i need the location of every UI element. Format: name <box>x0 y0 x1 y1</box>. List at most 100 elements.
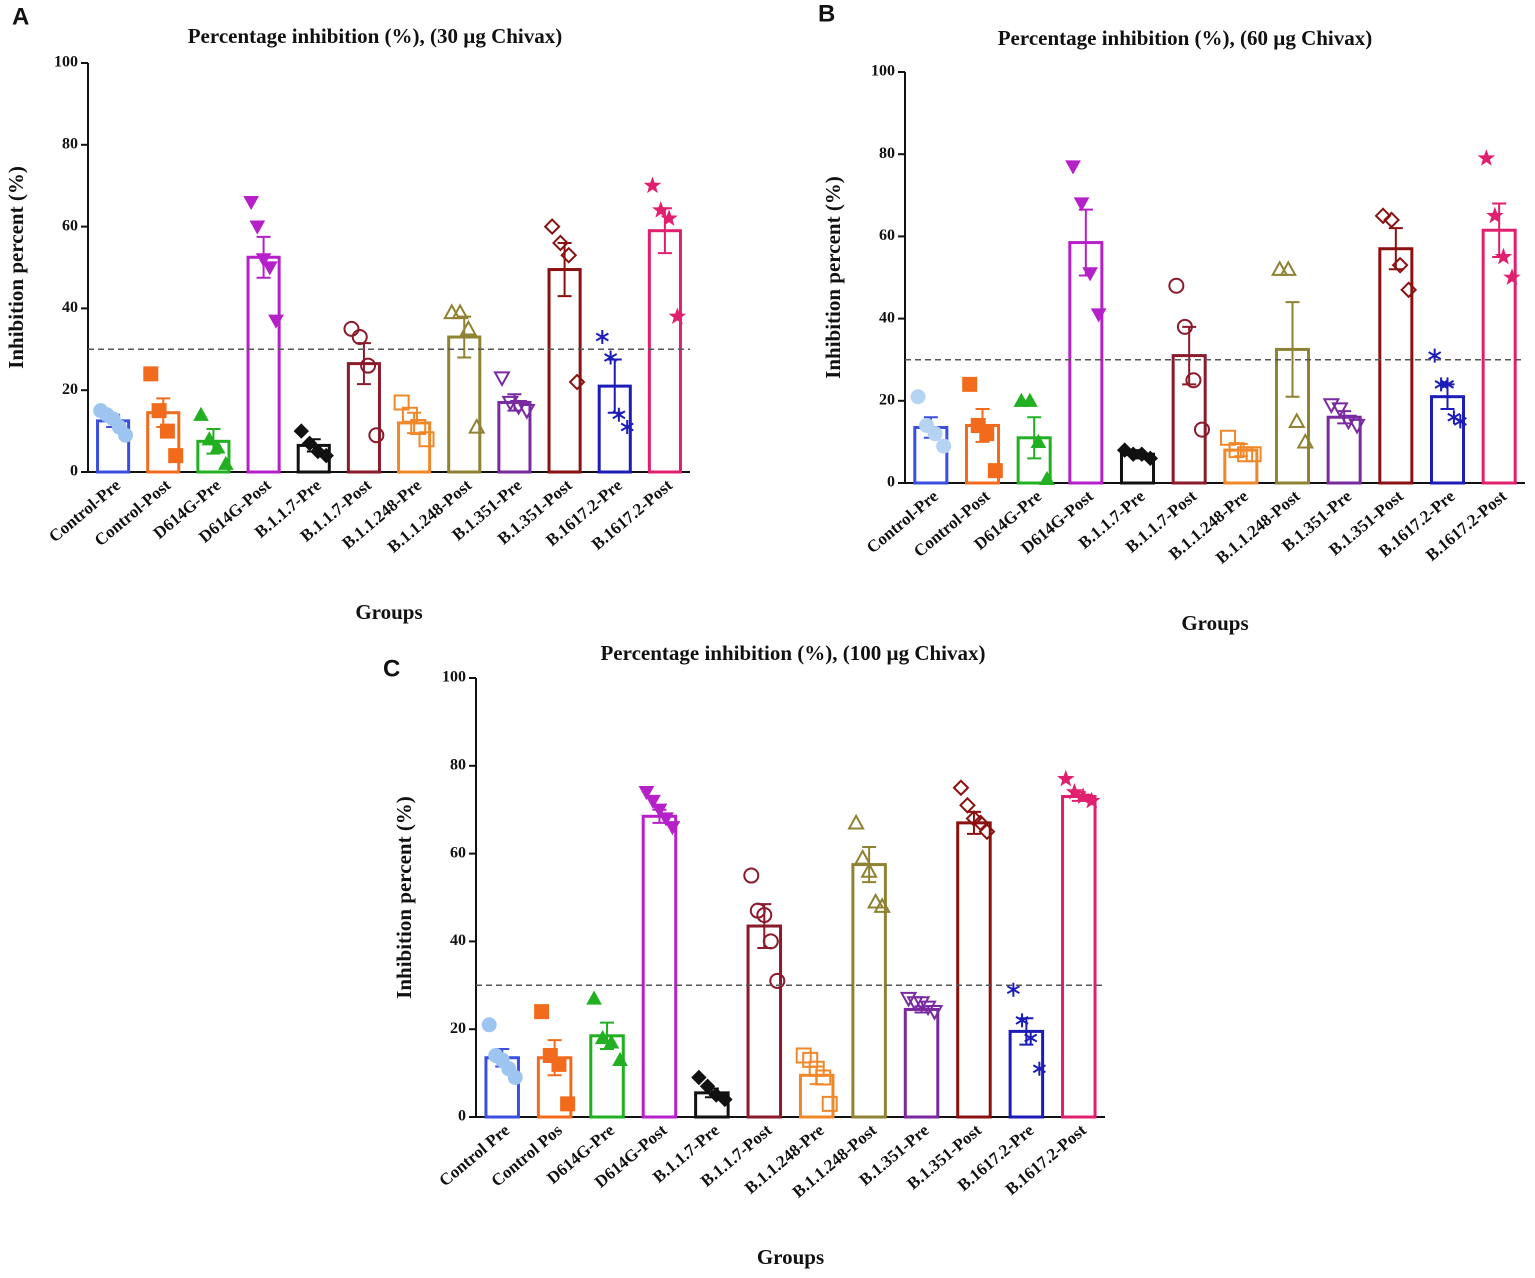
data-point <box>261 261 278 276</box>
data-point <box>815 1069 832 1086</box>
data-point <box>218 455 234 470</box>
data-point <box>1082 267 1098 282</box>
error-bar <box>457 315 472 359</box>
y-tick-label: 80 <box>879 145 895 162</box>
data-point <box>668 307 687 325</box>
bar <box>547 268 582 474</box>
data-point <box>925 1005 944 1021</box>
data-point <box>762 933 779 950</box>
y-tick-label: 0 <box>70 463 78 480</box>
data-point <box>443 303 461 320</box>
y-tick-label: 100 <box>871 63 895 80</box>
data-point <box>1391 256 1409 274</box>
data-point <box>620 420 634 435</box>
data-point <box>1331 402 1349 419</box>
data-point <box>1057 769 1075 787</box>
bar <box>647 229 682 474</box>
y-tick-label: 20 <box>450 1020 466 1037</box>
data-point <box>360 357 377 374</box>
data-point <box>552 234 569 252</box>
data-point <box>1030 433 1047 448</box>
data-point <box>393 394 410 411</box>
data-point <box>209 439 226 454</box>
data-point <box>743 867 760 884</box>
data-point <box>821 1095 838 1112</box>
panel: C Percentage inhibition (%), (100 µg Chiv… <box>383 641 1105 1269</box>
data-point <box>1486 206 1504 224</box>
bar <box>1481 228 1517 485</box>
data-point <box>143 366 159 382</box>
data-point <box>268 314 284 329</box>
data-point <box>1296 432 1315 449</box>
data-point <box>873 897 891 913</box>
data-point <box>866 892 885 909</box>
y-tick-label: 60 <box>62 217 78 234</box>
data-point <box>603 1034 620 1049</box>
data-point <box>293 423 310 439</box>
data-point <box>1193 421 1210 438</box>
x-axis-title: Groups <box>355 600 422 624</box>
data-point <box>638 786 655 801</box>
data-point <box>1288 412 1306 428</box>
data-point <box>965 810 983 827</box>
data-point <box>652 201 670 218</box>
data-point <box>568 373 586 391</box>
data-point <box>1015 1013 1029 1028</box>
data-point <box>255 253 272 268</box>
data-point <box>802 1051 819 1068</box>
data-point <box>1440 377 1455 392</box>
data-point <box>808 1060 825 1077</box>
data-point <box>518 404 536 420</box>
data-point <box>1228 442 1245 459</box>
bar <box>1008 1029 1045 1119</box>
bar <box>746 924 783 1119</box>
data-point <box>1270 260 1289 276</box>
y-axis-title: Inhibition percent (%) <box>392 796 416 999</box>
y-tick-label: 0 <box>887 474 895 491</box>
data-point <box>351 329 368 346</box>
data-point <box>343 320 360 337</box>
data-point <box>847 813 865 830</box>
data-point <box>1032 1061 1046 1076</box>
data-point <box>1176 318 1193 335</box>
data-point <box>534 1004 550 1020</box>
data-point <box>551 1056 567 1072</box>
data-point <box>1348 418 1366 435</box>
data-point <box>1065 160 1081 175</box>
data-point <box>1453 414 1467 429</box>
data-point <box>604 350 618 365</box>
y-tick-label: 40 <box>879 309 895 326</box>
data-point <box>1245 446 1262 463</box>
data-point <box>1039 470 1055 485</box>
data-point <box>1006 982 1020 997</box>
y-tick-label: 60 <box>879 227 895 244</box>
data-point <box>769 972 786 989</box>
panel-label: C <box>383 655 400 682</box>
data-point <box>493 371 511 387</box>
data-point <box>756 907 773 924</box>
data-point <box>1168 277 1185 294</box>
data-point <box>910 389 926 405</box>
y-tick-label: 20 <box>62 381 78 398</box>
data-point <box>651 803 668 818</box>
data-point <box>586 990 602 1005</box>
data-point <box>159 423 175 439</box>
y-tick-label: 100 <box>54 54 78 71</box>
y-tick-label: 100 <box>442 669 466 686</box>
data-point <box>1477 149 1496 166</box>
chart-title: Percentage inhibition (%), (30 µg Chivax… <box>188 24 563 48</box>
bar <box>956 821 992 1119</box>
data-point <box>318 447 334 464</box>
data-point <box>645 794 661 809</box>
data-point <box>952 779 970 797</box>
data-point <box>860 862 878 878</box>
y-tick-label: 40 <box>450 932 466 949</box>
data-point <box>410 419 427 436</box>
data-point <box>1073 197 1090 212</box>
data-point <box>899 991 918 1008</box>
bar <box>641 814 678 1119</box>
data-point <box>612 1051 628 1067</box>
data-point <box>912 996 931 1012</box>
data-point <box>699 1078 716 1094</box>
data-point <box>658 812 674 827</box>
